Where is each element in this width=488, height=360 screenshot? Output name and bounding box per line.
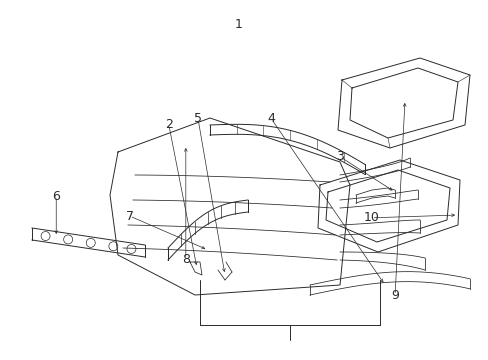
Text: 10: 10 [363, 211, 379, 224]
Text: 7: 7 [125, 210, 133, 222]
Text: 1: 1 [234, 18, 242, 31]
Text: 9: 9 [390, 289, 398, 302]
Text: 8: 8 [182, 253, 189, 266]
Text: 6: 6 [52, 190, 60, 203]
Text: 5: 5 [194, 112, 202, 125]
Text: 4: 4 [267, 112, 275, 125]
Text: 3: 3 [335, 150, 343, 163]
Text: 2: 2 [164, 118, 172, 131]
